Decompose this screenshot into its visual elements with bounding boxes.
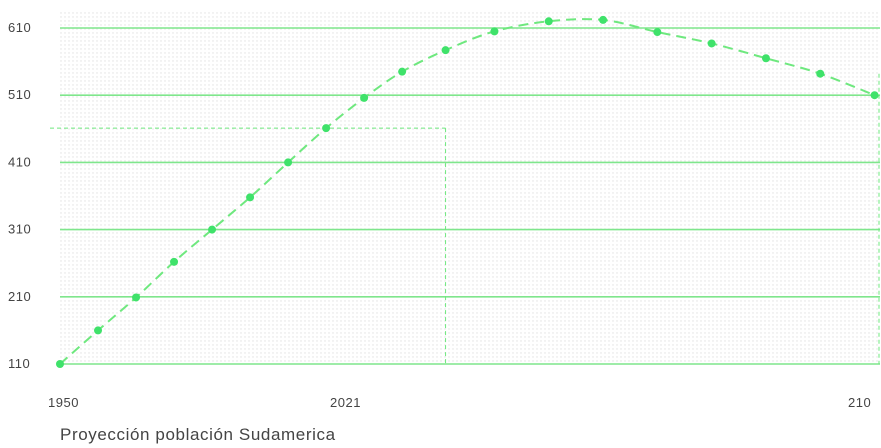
x-tick-label: 1950 [48, 395, 79, 410]
data-point[interactable] [246, 193, 255, 202]
chart-caption: Proyección población Sudamerica [60, 425, 336, 444]
data-point[interactable] [170, 257, 179, 266]
plot-area [60, 12, 880, 364]
data-point[interactable] [398, 67, 407, 76]
data-point[interactable] [870, 91, 879, 100]
y-tick-label: 610 [8, 20, 31, 35]
data-point[interactable] [284, 158, 293, 167]
data-point[interactable] [322, 124, 331, 133]
y-tick-label: 110 [8, 356, 30, 371]
data-point[interactable] [544, 17, 553, 26]
data-point[interactable] [441, 46, 450, 55]
x-tick-label: 2021 [330, 395, 361, 410]
y-tick-label: 210 [8, 289, 31, 304]
data-point[interactable] [707, 39, 716, 48]
y-tick-label: 410 [8, 154, 31, 169]
y-tick-label: 510 [8, 87, 31, 102]
data-point[interactable] [94, 326, 103, 335]
data-point[interactable] [490, 27, 499, 36]
data-point[interactable] [599, 15, 608, 24]
data-point[interactable] [56, 360, 64, 368]
data-point[interactable] [360, 93, 369, 102]
x-tick-label: 210 [848, 395, 871, 410]
data-point[interactable] [208, 225, 217, 234]
y-tick-label: 310 [8, 222, 31, 237]
data-point[interactable] [816, 69, 825, 78]
data-point[interactable] [761, 54, 770, 63]
data-point[interactable] [132, 293, 141, 302]
data-point[interactable] [653, 28, 662, 37]
